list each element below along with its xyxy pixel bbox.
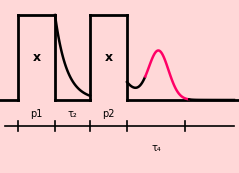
Text: τ₂: τ₂ <box>68 109 77 119</box>
Text: x: x <box>33 51 41 64</box>
Text: x: x <box>104 51 113 64</box>
Text: p1: p1 <box>30 109 43 119</box>
Text: τ₄: τ₄ <box>151 143 161 153</box>
Text: p2: p2 <box>102 109 115 119</box>
